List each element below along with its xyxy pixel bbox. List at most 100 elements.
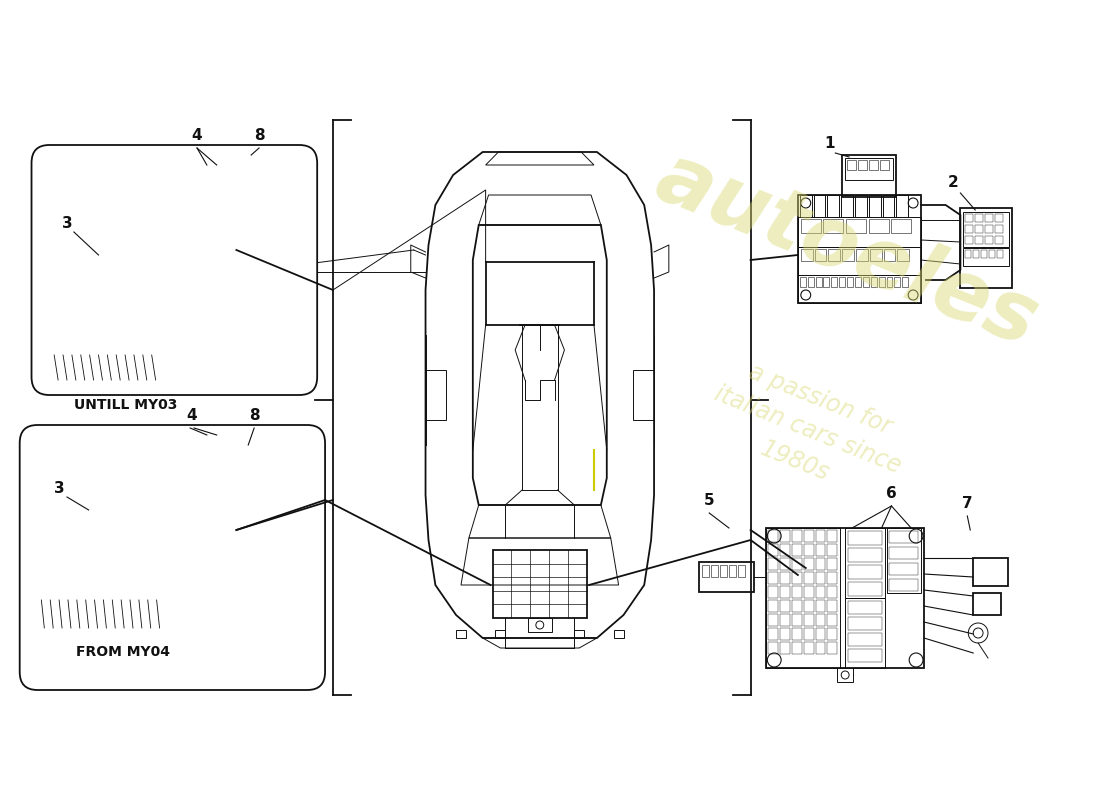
Bar	[862, 277, 869, 287]
Bar	[84, 547, 97, 559]
Bar	[207, 433, 236, 447]
Bar	[221, 529, 229, 539]
Bar	[59, 340, 69, 348]
Bar	[279, 243, 287, 253]
Bar	[227, 243, 233, 253]
Bar	[163, 213, 300, 241]
Bar	[801, 249, 813, 261]
Bar	[768, 614, 778, 626]
Bar	[229, 215, 241, 227]
Bar	[780, 600, 790, 612]
Bar	[183, 243, 189, 253]
Bar	[768, 642, 778, 654]
Text: 2: 2	[948, 175, 959, 190]
Bar	[848, 565, 881, 579]
Bar	[870, 249, 881, 261]
Bar	[182, 165, 194, 185]
Bar	[798, 217, 921, 247]
Bar	[200, 243, 207, 253]
Bar	[34, 545, 153, 577]
Bar	[131, 547, 144, 559]
Bar	[161, 469, 180, 483]
Bar	[231, 529, 238, 539]
Bar	[260, 165, 273, 185]
Bar	[244, 215, 257, 227]
Bar	[293, 529, 299, 539]
Bar	[165, 165, 178, 185]
Bar	[974, 593, 1001, 615]
Bar	[815, 249, 826, 261]
Bar	[889, 579, 918, 591]
Bar	[804, 530, 814, 542]
Bar	[984, 214, 993, 222]
Bar	[249, 529, 255, 539]
Bar	[832, 277, 837, 287]
Bar	[804, 544, 814, 556]
Bar	[163, 165, 300, 275]
Bar	[768, 572, 778, 584]
Bar	[780, 614, 790, 626]
Bar	[116, 547, 128, 559]
Bar	[274, 469, 294, 483]
Bar	[815, 277, 822, 287]
Bar	[815, 586, 825, 598]
Bar	[528, 618, 551, 632]
Bar	[738, 565, 745, 577]
Bar	[219, 445, 231, 467]
Bar	[792, 642, 802, 654]
Bar	[768, 628, 778, 640]
Bar	[800, 195, 812, 217]
Bar	[165, 243, 172, 253]
Bar	[966, 236, 974, 244]
Bar	[798, 275, 921, 303]
Bar	[824, 277, 829, 287]
Bar	[804, 614, 814, 626]
Bar	[827, 600, 837, 612]
Bar	[68, 547, 80, 559]
Bar	[47, 579, 56, 588]
Bar	[244, 243, 251, 253]
Bar	[123, 340, 133, 348]
Bar	[250, 499, 261, 511]
Bar	[827, 558, 837, 570]
Bar	[767, 528, 924, 668]
Bar	[827, 530, 837, 542]
Bar	[235, 243, 242, 253]
Bar	[815, 558, 825, 570]
Bar	[828, 249, 840, 261]
Bar	[848, 582, 881, 596]
Bar	[845, 158, 893, 180]
Bar	[271, 243, 278, 253]
Bar	[189, 445, 202, 467]
Bar	[964, 248, 1009, 266]
Bar	[768, 586, 778, 598]
Bar	[46, 340, 56, 348]
Bar	[780, 586, 790, 598]
Text: UNTILL MY03: UNTILL MY03	[75, 398, 178, 412]
Bar	[80, 579, 89, 588]
Bar	[242, 187, 264, 199]
Bar	[889, 531, 918, 543]
Bar	[792, 614, 802, 626]
Bar	[882, 195, 894, 217]
Text: autoeles: autoeles	[645, 137, 1049, 363]
Bar	[729, 565, 736, 577]
Bar	[217, 187, 239, 199]
Bar	[894, 277, 900, 287]
Bar	[780, 558, 790, 570]
Bar	[848, 548, 881, 562]
Bar	[780, 530, 790, 542]
Bar	[792, 600, 802, 612]
Bar	[264, 499, 276, 511]
Bar	[815, 530, 825, 542]
Bar	[815, 600, 825, 612]
Bar	[889, 547, 918, 559]
Bar	[848, 601, 881, 614]
Bar	[896, 195, 909, 217]
Bar	[58, 579, 67, 588]
Bar	[994, 236, 1003, 244]
Bar	[768, 530, 778, 542]
Bar	[974, 558, 1008, 586]
Bar	[815, 614, 825, 626]
Bar	[780, 572, 790, 584]
